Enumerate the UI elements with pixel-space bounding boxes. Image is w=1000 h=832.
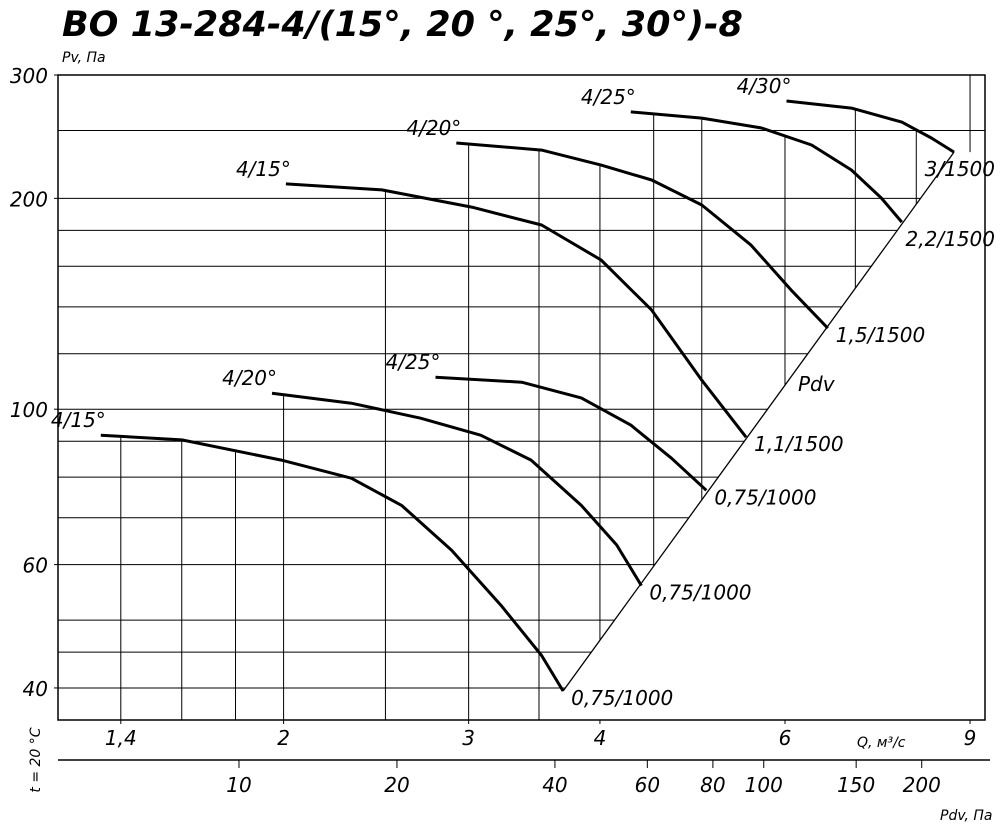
curve-end-label: 0,75/1000 bbox=[714, 485, 816, 509]
x-tick-label: 1,4 bbox=[105, 726, 137, 750]
curve-start-label: 4/30° bbox=[737, 74, 792, 98]
curve-end-label: 1,5/1500 bbox=[836, 323, 925, 347]
chart-title: ВО 13-284-4/(15°, 20 °, 25°, 30°)-8 bbox=[62, 5, 743, 45]
x2-tick-label: 100 bbox=[745, 773, 783, 797]
y-tick-label: 40 bbox=[23, 677, 48, 701]
curve-end-label: 2,2/1500 bbox=[906, 227, 995, 251]
y-tick-label: 200 bbox=[10, 187, 48, 211]
fan-curve bbox=[630, 110, 903, 224]
x-tick-label: 9 bbox=[964, 726, 977, 750]
curve-end-label: 1,1/1500 bbox=[754, 432, 843, 456]
fan-curve bbox=[285, 182, 748, 439]
x2-tick-label: 200 bbox=[903, 773, 941, 797]
grid-horizontal bbox=[58, 75, 985, 689]
x2-tick-label: 60 bbox=[635, 773, 660, 797]
curve-start-label: 4/25° bbox=[386, 350, 441, 374]
plot-frame bbox=[57, 74, 986, 721]
x2-tick-label: 40 bbox=[542, 773, 567, 797]
fan-curve bbox=[435, 375, 708, 492]
x-tick-label: 3 bbox=[462, 726, 475, 750]
x2-tick-label: 150 bbox=[837, 773, 875, 797]
curve-start-label: 4/20° bbox=[406, 116, 461, 140]
curve-start-label: 4/20° bbox=[222, 366, 277, 390]
y-tick-label: 100 bbox=[10, 398, 48, 422]
fan-curve bbox=[271, 391, 643, 587]
x-tick-label: 4 bbox=[594, 726, 607, 750]
y-tick-label: 300 bbox=[10, 64, 48, 88]
pdv-line bbox=[562, 151, 955, 692]
fan-curve bbox=[456, 141, 829, 330]
x2-tick-label: 10 bbox=[226, 773, 251, 797]
y-tick-label: 60 bbox=[23, 554, 48, 578]
x2-tick-label: 80 bbox=[700, 773, 725, 797]
y-axis-label: Pv, Па bbox=[62, 50, 106, 66]
fan-curve bbox=[100, 433, 565, 692]
x-axis-label: Q, м³/с bbox=[857, 735, 906, 751]
marks: 40 60 100 200 300 1,4 2 3 4 6 9 10 20 40 60 80 100 150 200… bbox=[10, 64, 995, 797]
x2-tick-label: 20 bbox=[384, 773, 409, 797]
x2-axis-label: Pdv, Па bbox=[940, 808, 992, 824]
x-tick-label: 2 bbox=[277, 726, 290, 750]
x-tick-label: 6 bbox=[779, 726, 792, 750]
curve-start-label: 4/15° bbox=[51, 408, 106, 432]
curve-end-label: 0,75/1000 bbox=[571, 686, 673, 710]
curve-end-label: 3/1500 bbox=[925, 157, 995, 181]
curve-start-label: 4/15° bbox=[236, 157, 291, 181]
curve-start-label: 4/25° bbox=[581, 85, 636, 109]
pdv-label: Pdv bbox=[798, 372, 836, 396]
fan-curve bbox=[786, 99, 955, 154]
curve-end-label: 0,75/1000 bbox=[649, 581, 751, 605]
temperature-note: t = 20 °C bbox=[28, 727, 44, 792]
